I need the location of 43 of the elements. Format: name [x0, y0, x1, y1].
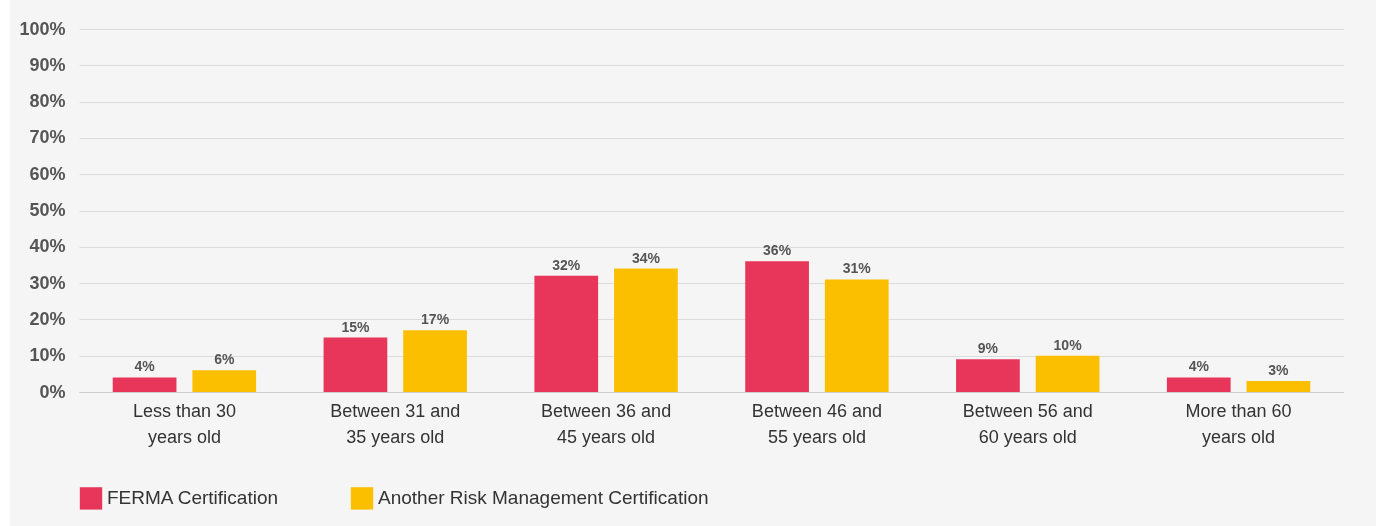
y-tick-label: 10% — [29, 345, 66, 366]
y-tick-label: 50% — [29, 200, 66, 220]
data-label: 3% — [1268, 362, 1290, 379]
data-label: 6% — [214, 351, 235, 368]
bar — [614, 268, 678, 392]
bar — [1166, 377, 1231, 392]
y-tick-label: 100% — [19, 18, 66, 39]
x-tick-label: More than 60 years old — [1185, 400, 1292, 447]
y-tick-label: 40% — [29, 236, 66, 257]
data-label: 4% — [1188, 358, 1210, 375]
data-label: 34% — [631, 249, 661, 266]
data-label: 36% — [763, 242, 792, 259]
data-label: 17% — [421, 311, 450, 328]
bar — [1246, 381, 1311, 392]
bar — [824, 279, 889, 392]
data-label: 32% — [552, 256, 581, 273]
y-tick-label: 60% — [29, 163, 66, 184]
y-tick-label: 80% — [29, 91, 66, 112]
data-label: 15% — [341, 318, 370, 335]
bar — [323, 337, 388, 392]
bar — [745, 261, 809, 392]
data-label: 4% — [134, 358, 156, 375]
bar — [403, 330, 467, 392]
bar — [192, 370, 257, 392]
x-tick-label: Between 56 and 60 years old — [962, 400, 1093, 447]
y-tick-label: 70% — [29, 127, 66, 148]
data-label: 10% — [1053, 336, 1083, 353]
data-label: 9% — [977, 340, 999, 357]
legend-label: FERMA Certification — [107, 487, 279, 509]
x-tick-label: Between 46 and 55 years old — [751, 400, 882, 447]
legend-label: Another Risk Management Certification — [378, 487, 709, 509]
bar — [534, 275, 599, 392]
bar — [112, 377, 177, 392]
y-tick-label: 20% — [29, 308, 66, 329]
x-tick-label: Between 36 and 45 years old — [541, 400, 672, 447]
x-tick-label: Less than 30 years old — [132, 400, 236, 447]
y-tick-label: 0% — [39, 381, 66, 402]
bar — [956, 359, 1020, 392]
data-label: 31% — [842, 260, 872, 277]
x-tick-label: Between 31 and 35 years old — [330, 400, 461, 447]
y-tick-label: 90% — [29, 54, 66, 75]
bar — [1035, 355, 1100, 392]
y-tick-label: 30% — [29, 272, 66, 293]
